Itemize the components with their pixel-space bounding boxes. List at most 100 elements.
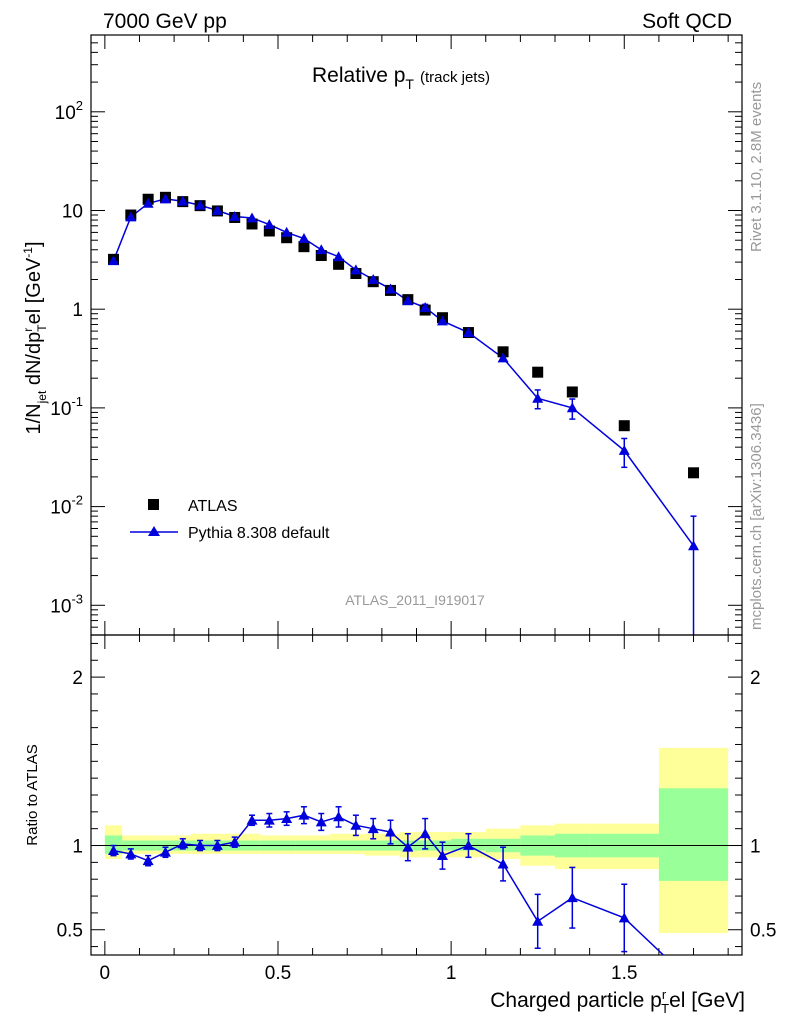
main-y-tick-label: 102 (55, 98, 83, 124)
atlas-point (315, 249, 327, 261)
atlas-point (688, 467, 700, 479)
ratio-point (532, 915, 544, 926)
ratio-point (462, 840, 474, 850)
ratio-y-tick-label-left: 0.5 (57, 921, 83, 942)
pythia-point (436, 315, 448, 326)
pythia-point (246, 212, 258, 223)
pythia-point (177, 195, 189, 206)
ratio-y-axis-label: Ratio to ATLAS (24, 744, 41, 845)
atlas-point (532, 366, 544, 378)
legend-atlas-label: ATLAS (188, 498, 238, 515)
pythia-point (402, 295, 414, 306)
ratio-point (211, 840, 223, 850)
rivet-version-label: Rivet 3.1.10, 2.8M events (748, 82, 765, 252)
pythia-point (125, 211, 137, 222)
atlas-point (618, 420, 630, 432)
ratio-point (177, 838, 189, 849)
ratio-point (108, 845, 120, 855)
legend-pythia-label: Pythia 8.308 default (188, 525, 330, 542)
atlas-point (281, 232, 293, 244)
ratio-y-tick-label-right: 1 (750, 837, 761, 858)
ratio-point (125, 848, 137, 859)
main-y-tick-label: 10-2 (50, 493, 83, 519)
ratio-band-green (658, 788, 729, 881)
atlas-point (497, 346, 509, 358)
x-axis-label: Charged particle pr Tel [GeV] (490, 987, 745, 1016)
ratio-point (315, 816, 327, 827)
ratio-series-group (108, 806, 665, 955)
header-right-label: Soft QCD (642, 10, 732, 33)
x-tick-label: 1 (446, 963, 457, 984)
ratio-point (419, 828, 431, 839)
pythia-point (142, 197, 154, 208)
pythia-point (229, 210, 241, 221)
pythia-point (419, 302, 431, 312)
ratio-point (497, 858, 509, 869)
pythia-point (367, 273, 379, 284)
atlas-point (333, 258, 345, 270)
main-y-tick-label: 10-3 (50, 591, 83, 617)
pythia-point (108, 255, 120, 266)
atlas-point (566, 386, 578, 398)
ratio-point (350, 819, 362, 830)
pythia-point (618, 445, 630, 455)
ratio-panel: 0.5 0.5 1 1 2 2 0 0.5 1 1.5 (57, 634, 776, 984)
ratio-point (298, 809, 310, 820)
ratio-point (333, 811, 345, 822)
ratio-point (159, 846, 171, 857)
pythia-point (211, 204, 223, 215)
x-tick-label: 1.5 (611, 963, 637, 984)
x-tick-label: 0.5 (265, 963, 291, 984)
main-y-tick-label: 10-1 (50, 394, 83, 420)
ratio-point (263, 814, 275, 825)
ratio-point (229, 836, 241, 847)
ratio-y-tick-label-left: 2 (72, 668, 83, 689)
atlas-point (298, 241, 310, 253)
main-y-tick-label: 10 (62, 201, 83, 222)
ratio-point (246, 814, 258, 825)
pythia-point (532, 392, 544, 403)
analysis-watermark: ATLAS_2011_I919017 (345, 592, 485, 608)
pythia-point (298, 233, 310, 243)
ratio-panel-marks (108, 806, 665, 955)
ratio-point (367, 823, 379, 834)
legend-atlas-marker (148, 499, 159, 510)
ratio-y-tick-label-right: 0.5 (750, 921, 776, 942)
ratio-point (142, 855, 154, 866)
header-left-label: 7000 GeV pp (103, 10, 227, 33)
ratio-point (194, 840, 206, 850)
main-panel: 10-3 10-2 10-1 1 10 102 (50, 34, 743, 636)
pythia-point (159, 193, 171, 204)
legend: ATLAS Pythia 8.308 default (130, 498, 330, 542)
ratio-y-tick-label-right: 2 (750, 668, 761, 689)
pythia-point (263, 219, 275, 229)
ratio-point (618, 912, 630, 923)
pythia-point (462, 327, 474, 337)
main-panel-marks (108, 191, 700, 635)
pythia-point (497, 352, 509, 363)
ratio-band-green (104, 835, 123, 854)
ratio-y-tick-label-left: 1 (72, 837, 83, 858)
pythia-point (566, 402, 578, 413)
atlas-point (246, 218, 258, 230)
main-y-axis-label: 1/Njet dN/dprTel [GeV-1] (21, 241, 49, 434)
main-panel-title: Relative pT (track jets) (312, 64, 490, 92)
mcplots-reference-label: mcplots.cern.ch [arXiv:1306.3436] (748, 403, 765, 630)
ratio-point (281, 813, 293, 823)
legend-pythia-marker (148, 526, 160, 536)
ratio-point (402, 841, 414, 852)
pythia-point (688, 540, 700, 551)
pythia-point (385, 283, 397, 294)
main-y-tick-label: 1 (72, 300, 83, 321)
atlas-point (263, 225, 275, 237)
ratio-frame (90, 634, 743, 956)
pythia-line (112, 198, 695, 547)
pythia-point (281, 226, 293, 237)
ratio-point (436, 850, 448, 861)
pythia-point (194, 199, 206, 210)
ratio-point (385, 826, 397, 837)
ratio-point (566, 892, 578, 903)
pythia-point (333, 251, 345, 262)
main-frame (90, 34, 743, 636)
